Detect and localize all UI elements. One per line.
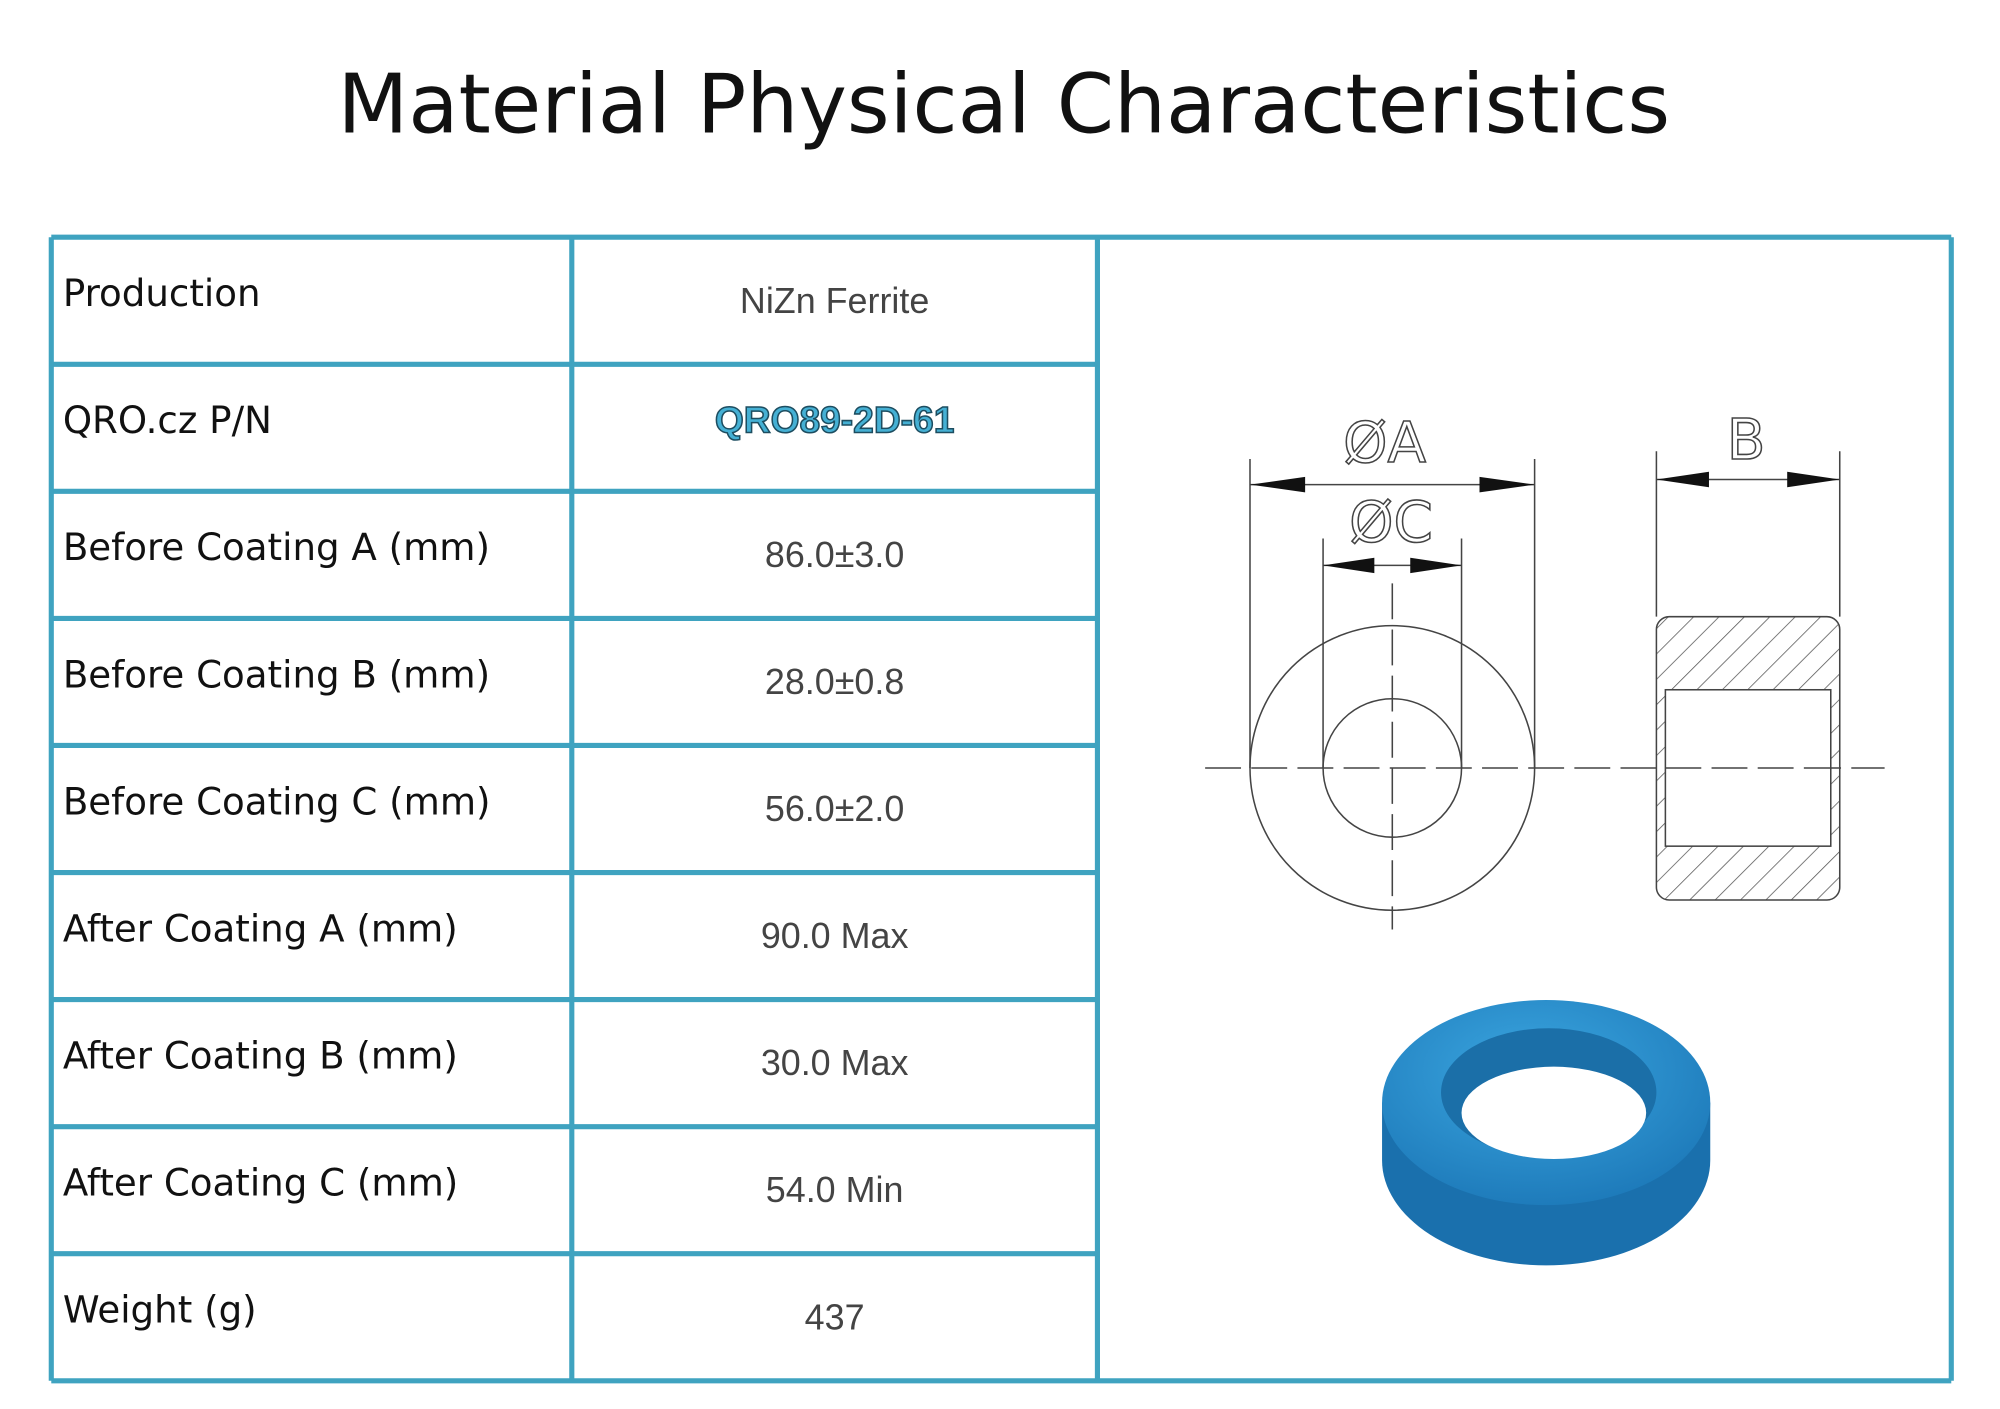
row-value: 28.0±0.8: [765, 662, 904, 702]
row-label: QRO.cz P/N: [63, 398, 272, 442]
row-label: Weight (g): [63, 1288, 257, 1332]
row-value: NiZn Ferrite: [740, 281, 929, 321]
page-title: Material Physical Characteristics: [338, 58, 1671, 153]
dimension-label: B: [1727, 408, 1766, 473]
row-value: QRO89-2D-61: [715, 398, 955, 440]
row-value: 90.0 Max: [761, 916, 909, 956]
row-label: Before Coating B (mm): [63, 652, 490, 696]
dimension-label: ØC: [1349, 490, 1433, 555]
row-value: 54.0 Min: [766, 1170, 904, 1210]
dimension-label: ØA: [1343, 411, 1426, 476]
row-value: 56.0±2.0: [765, 789, 904, 829]
row-label: Before Coating C (mm): [63, 779, 491, 823]
toroid-illustration: [1382, 1000, 1711, 1266]
row-label: Before Coating A (mm): [63, 525, 490, 569]
row-value: 86.0±3.0: [765, 535, 904, 575]
row-label: Production: [63, 271, 261, 315]
row-label: After Coating A (mm): [63, 906, 458, 950]
row-value: 30.0 Max: [761, 1043, 909, 1083]
spec-table: Production NiZn Ferrite QRO.cz P/N QRO89-2D…: [48, 234, 1954, 1384]
row-label: After Coating C (mm): [63, 1161, 458, 1205]
row-label: After Coating B (mm): [63, 1033, 458, 1077]
technical-drawing: ØA ØC B: [1205, 407, 1885, 930]
row-value: 437: [805, 1297, 865, 1337]
